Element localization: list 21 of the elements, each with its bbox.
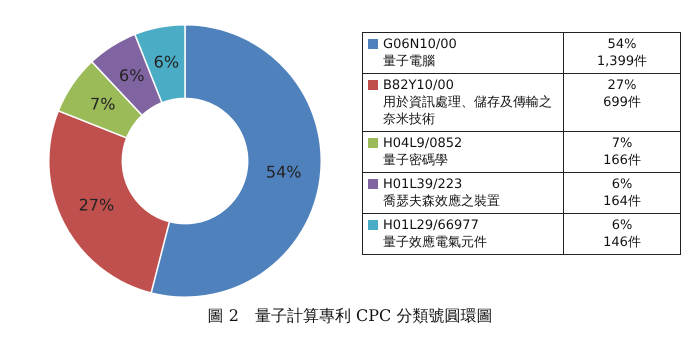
data-label: 27% — [78, 195, 114, 214]
text: 27% — [608, 78, 636, 93]
text: 699件 — [603, 95, 641, 110]
legend-label: B82Y10/00 用於資訊處理、儲存及傳輸之奈米技術 — [362, 74, 564, 132]
legend-label: G06N10/00 量子電腦 — [362, 32, 564, 74]
text: 6% — [612, 218, 632, 233]
legend-label: H01L29/66977 量子效應電氣元件 — [362, 214, 564, 254]
text: 54% — [608, 37, 636, 52]
text: 164件 — [603, 194, 641, 209]
data-label: 6% — [154, 52, 180, 72]
data-label: 7% — [90, 94, 116, 114]
text: 166件 — [603, 153, 641, 168]
text: 圖 2 量子計算專利 CPC 分類號圓環圖 — [206, 306, 494, 327]
text: 1,399件 — [596, 54, 648, 69]
data-label: 6% — [119, 66, 144, 86]
legend-label: H04L9/0852 量子密碼學 — [362, 132, 564, 172]
text: 7% — [612, 136, 632, 151]
data-label: 54% — [266, 162, 302, 182]
legend-label: H01L39/223 喬瑟夫森效應之裝置 — [362, 172, 564, 214]
text: 146件 — [603, 235, 641, 250]
text: 6% — [612, 177, 632, 192]
